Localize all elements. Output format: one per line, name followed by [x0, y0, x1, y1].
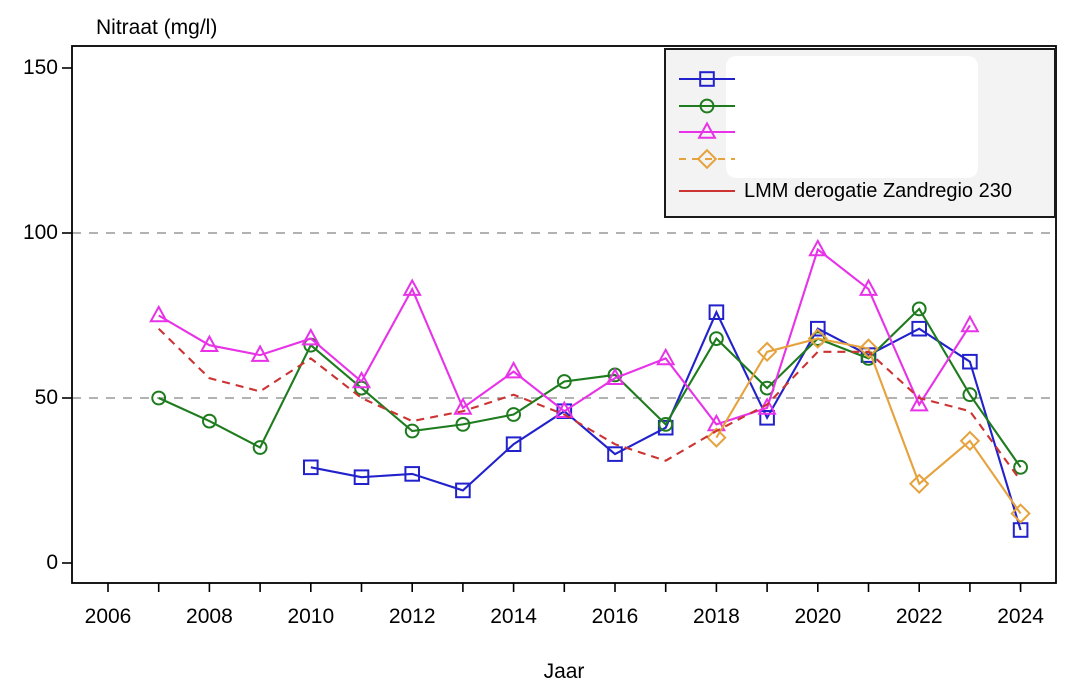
series-line-orange-diamonds — [715, 337, 1022, 515]
legend-entry-lmm: LMM derogatie Zandregio 230 — [676, 178, 1012, 204]
blue-squares-point-2016 — [607, 446, 623, 462]
green-circles-point-2015 — [556, 374, 572, 389]
blue-squares-point-2014 — [505, 436, 522, 452]
magenta-triangles-point-2015 — [554, 400, 574, 418]
green-circles-point-2007 — [151, 390, 167, 406]
blue-squares-point-2017 — [657, 419, 674, 436]
orange-diamonds-point-2020 — [807, 328, 829, 349]
x-tick-label-2016: 2016 — [591, 605, 639, 628]
chart-title: Nitraat (mg/l) — [96, 16, 218, 39]
x-tick-label-2008: 2008 — [186, 605, 233, 628]
magenta-triangles-point-2023 — [960, 314, 980, 333]
y-tick-label-100: 100 — [22, 221, 58, 244]
magenta-triangles-point-2013 — [453, 397, 473, 415]
series-line-lmm-derogatie-zandregio-230 — [157, 327, 1022, 482]
x-axis-title: Jaar — [543, 660, 585, 683]
green-circles-point-2017 — [658, 417, 674, 432]
orange-diamonds-point-2024 — [1010, 503, 1031, 524]
diamond-marker-icon — [679, 148, 735, 170]
magenta-triangles-point-2017 — [656, 347, 676, 366]
magenta-triangles-point-2009 — [250, 344, 270, 362]
series-line-green-circles — [158, 307, 1022, 468]
blue-squares-point-2013 — [455, 482, 471, 499]
y-tick-label-0: 0 — [46, 551, 58, 574]
x-tick-label-2018: 2018 — [693, 605, 740, 628]
legend: LMM derogatie Zandregio 230 — [664, 48, 1056, 218]
green-circles-point-2014 — [506, 407, 521, 422]
blue-squares-point-2018 — [708, 304, 725, 320]
series-line-blue-squares — [310, 309, 1022, 531]
magenta-triangles-point-2014 — [504, 360, 524, 379]
x-tick-label-2010: 2010 — [287, 605, 335, 628]
green-circles-point-2022 — [911, 301, 927, 317]
magenta-triangles-point-2020 — [808, 238, 828, 257]
magenta-triangles-point-2007 — [149, 304, 169, 323]
legend-entry-triangle — [676, 119, 744, 145]
blue-squares-point-2011 — [353, 469, 370, 485]
green-circles-point-2024 — [1013, 459, 1028, 475]
blue-squares-point-2012 — [404, 466, 420, 482]
circle-marker-icon — [679, 98, 735, 114]
y-tick-label-50: 50 — [34, 386, 58, 409]
blue-squares-point-2010 — [303, 459, 319, 476]
y-tick-label-150: 150 — [22, 56, 58, 79]
x-tick-label-2014: 2014 — [490, 605, 537, 628]
magenta-triangles-point-2021 — [858, 278, 879, 296]
x-tick-label-2012: 2012 — [388, 605, 436, 628]
legend-label: LMM derogatie Zandregio 230 — [744, 179, 1012, 202]
x-tick-label-2022: 2022 — [895, 605, 943, 628]
green-circles-point-2023 — [962, 387, 978, 403]
green-circles-point-2018 — [709, 331, 724, 347]
magenta-triangles-point-2022 — [909, 393, 929, 412]
green-circles-point-2009 — [252, 440, 268, 455]
blue-squares-point-2022 — [911, 320, 928, 337]
legend-entry-diamond — [676, 146, 744, 172]
series-line-magenta-triangles — [158, 247, 971, 426]
orange-diamonds-point-2019 — [756, 341, 778, 363]
x-tick-label-2020: 2020 — [794, 605, 842, 628]
blue-squares-point-2019 — [759, 410, 775, 426]
orange-diamonds-point-2018 — [706, 427, 727, 448]
green-circles-point-2012 — [404, 423, 420, 439]
magenta-triangles-point-2010 — [301, 327, 321, 346]
x-tick-label-2024: 2024 — [997, 605, 1044, 628]
legend-entry-square — [676, 66, 744, 92]
green-circles-point-2013 — [455, 417, 471, 432]
blue-squares-point-2020 — [810, 320, 826, 337]
orange-diamonds-point-2023 — [959, 430, 981, 452]
line-marker-icon — [679, 189, 735, 193]
green-circles-point-2008 — [202, 413, 217, 429]
plot-frame — [71, 45, 1057, 584]
legend-entry-circle — [676, 93, 744, 119]
magenta-triangles-point-2011 — [351, 370, 372, 389]
orange-diamonds-point-2021 — [858, 338, 879, 359]
green-circles-point-2020 — [810, 331, 826, 347]
magenta-triangles-point-2008 — [199, 334, 219, 352]
magenta-triangles-point-2012 — [402, 278, 422, 296]
magenta-triangles-point-2016 — [605, 367, 625, 385]
orange-diamonds-point-2022 — [908, 473, 930, 495]
blue-squares-point-2023 — [962, 353, 978, 370]
x-tick-label-2006: 2006 — [84, 605, 132, 628]
square-marker-icon — [679, 71, 735, 87]
redacted-labels-patch — [726, 56, 978, 178]
triangle-marker-icon — [679, 121, 735, 139]
